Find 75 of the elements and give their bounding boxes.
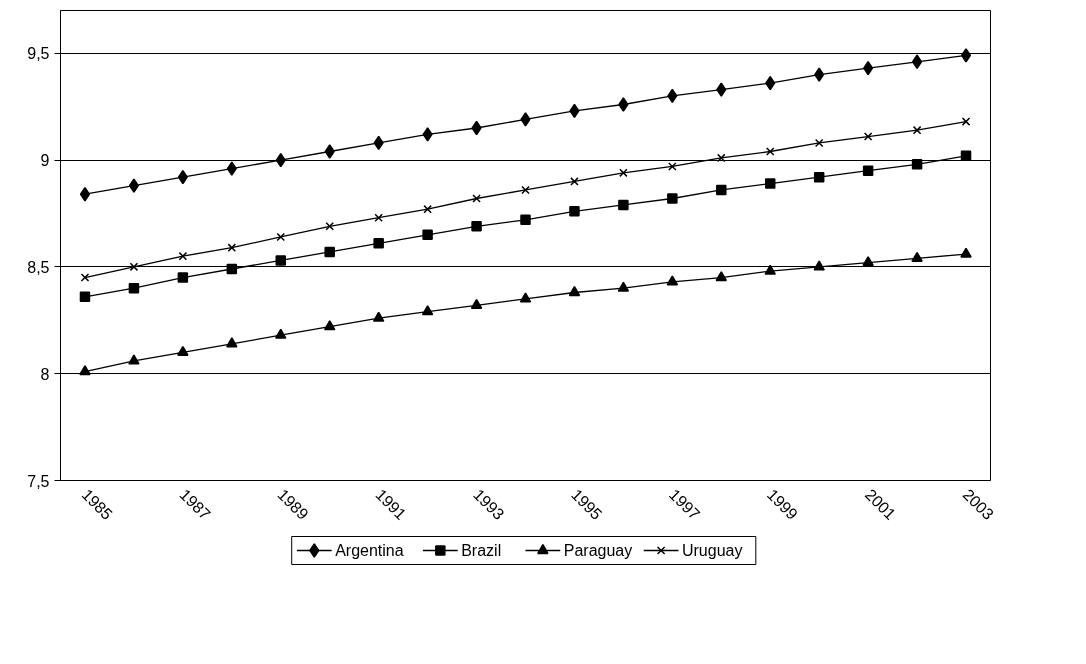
point — [275, 255, 287, 266]
point — [912, 125, 922, 135]
point — [911, 251, 923, 262]
point — [226, 161, 237, 176]
point — [764, 264, 776, 275]
point — [520, 214, 531, 226]
point — [79, 291, 91, 303]
point — [911, 159, 923, 170]
point — [79, 365, 91, 376]
legend-label: Brazil — [461, 542, 502, 559]
point — [128, 178, 139, 193]
point — [226, 263, 238, 275]
point — [961, 117, 971, 126]
y-tick-label: 7,5 — [27, 472, 50, 490]
point — [324, 246, 335, 258]
point — [717, 153, 726, 163]
point — [227, 243, 237, 252]
point — [715, 271, 728, 282]
point — [568, 285, 581, 297]
point — [570, 177, 579, 186]
point — [960, 48, 972, 63]
point — [178, 251, 188, 261]
point — [276, 232, 286, 242]
point — [422, 229, 433, 241]
point — [862, 256, 874, 267]
point — [80, 273, 90, 282]
point — [618, 199, 629, 211]
point — [666, 275, 679, 286]
point — [421, 305, 434, 316]
point — [324, 144, 335, 159]
point — [716, 82, 727, 97]
point — [275, 328, 287, 339]
point — [129, 262, 139, 272]
point — [128, 282, 140, 294]
y-tick-label: 9,5 — [27, 45, 50, 63]
legend-label: Argentina — [335, 542, 404, 559]
point — [79, 186, 91, 202]
point — [521, 185, 530, 195]
point — [128, 354, 140, 365]
point — [470, 298, 483, 309]
point — [422, 127, 433, 142]
point — [813, 171, 825, 183]
point — [520, 112, 531, 127]
point — [177, 345, 189, 356]
point — [226, 337, 238, 348]
point — [372, 311, 385, 322]
point — [423, 204, 432, 214]
point — [325, 221, 334, 231]
point — [569, 206, 580, 217]
point — [374, 213, 383, 223]
point — [373, 238, 384, 249]
point — [764, 178, 776, 189]
point — [814, 67, 825, 82]
y-tick-label: 9 — [40, 152, 50, 170]
point — [472, 194, 481, 203]
y-tick-label: 8 — [40, 365, 50, 383]
point — [519, 292, 532, 303]
point — [862, 165, 874, 176]
point — [814, 138, 824, 148]
legend-label: Paraguay — [563, 542, 633, 559]
point — [813, 260, 825, 271]
point — [667, 193, 678, 204]
point — [863, 132, 873, 141]
point — [323, 320, 336, 331]
point — [765, 147, 775, 156]
point — [617, 281, 630, 292]
point — [618, 97, 629, 112]
point — [471, 221, 482, 232]
point — [177, 272, 189, 283]
legend-label: Uruguay — [681, 542, 743, 559]
point — [960, 247, 972, 258]
point — [668, 162, 677, 171]
point — [619, 168, 628, 178]
point — [716, 184, 727, 196]
y-tick-label: 8,5 — [27, 258, 50, 276]
